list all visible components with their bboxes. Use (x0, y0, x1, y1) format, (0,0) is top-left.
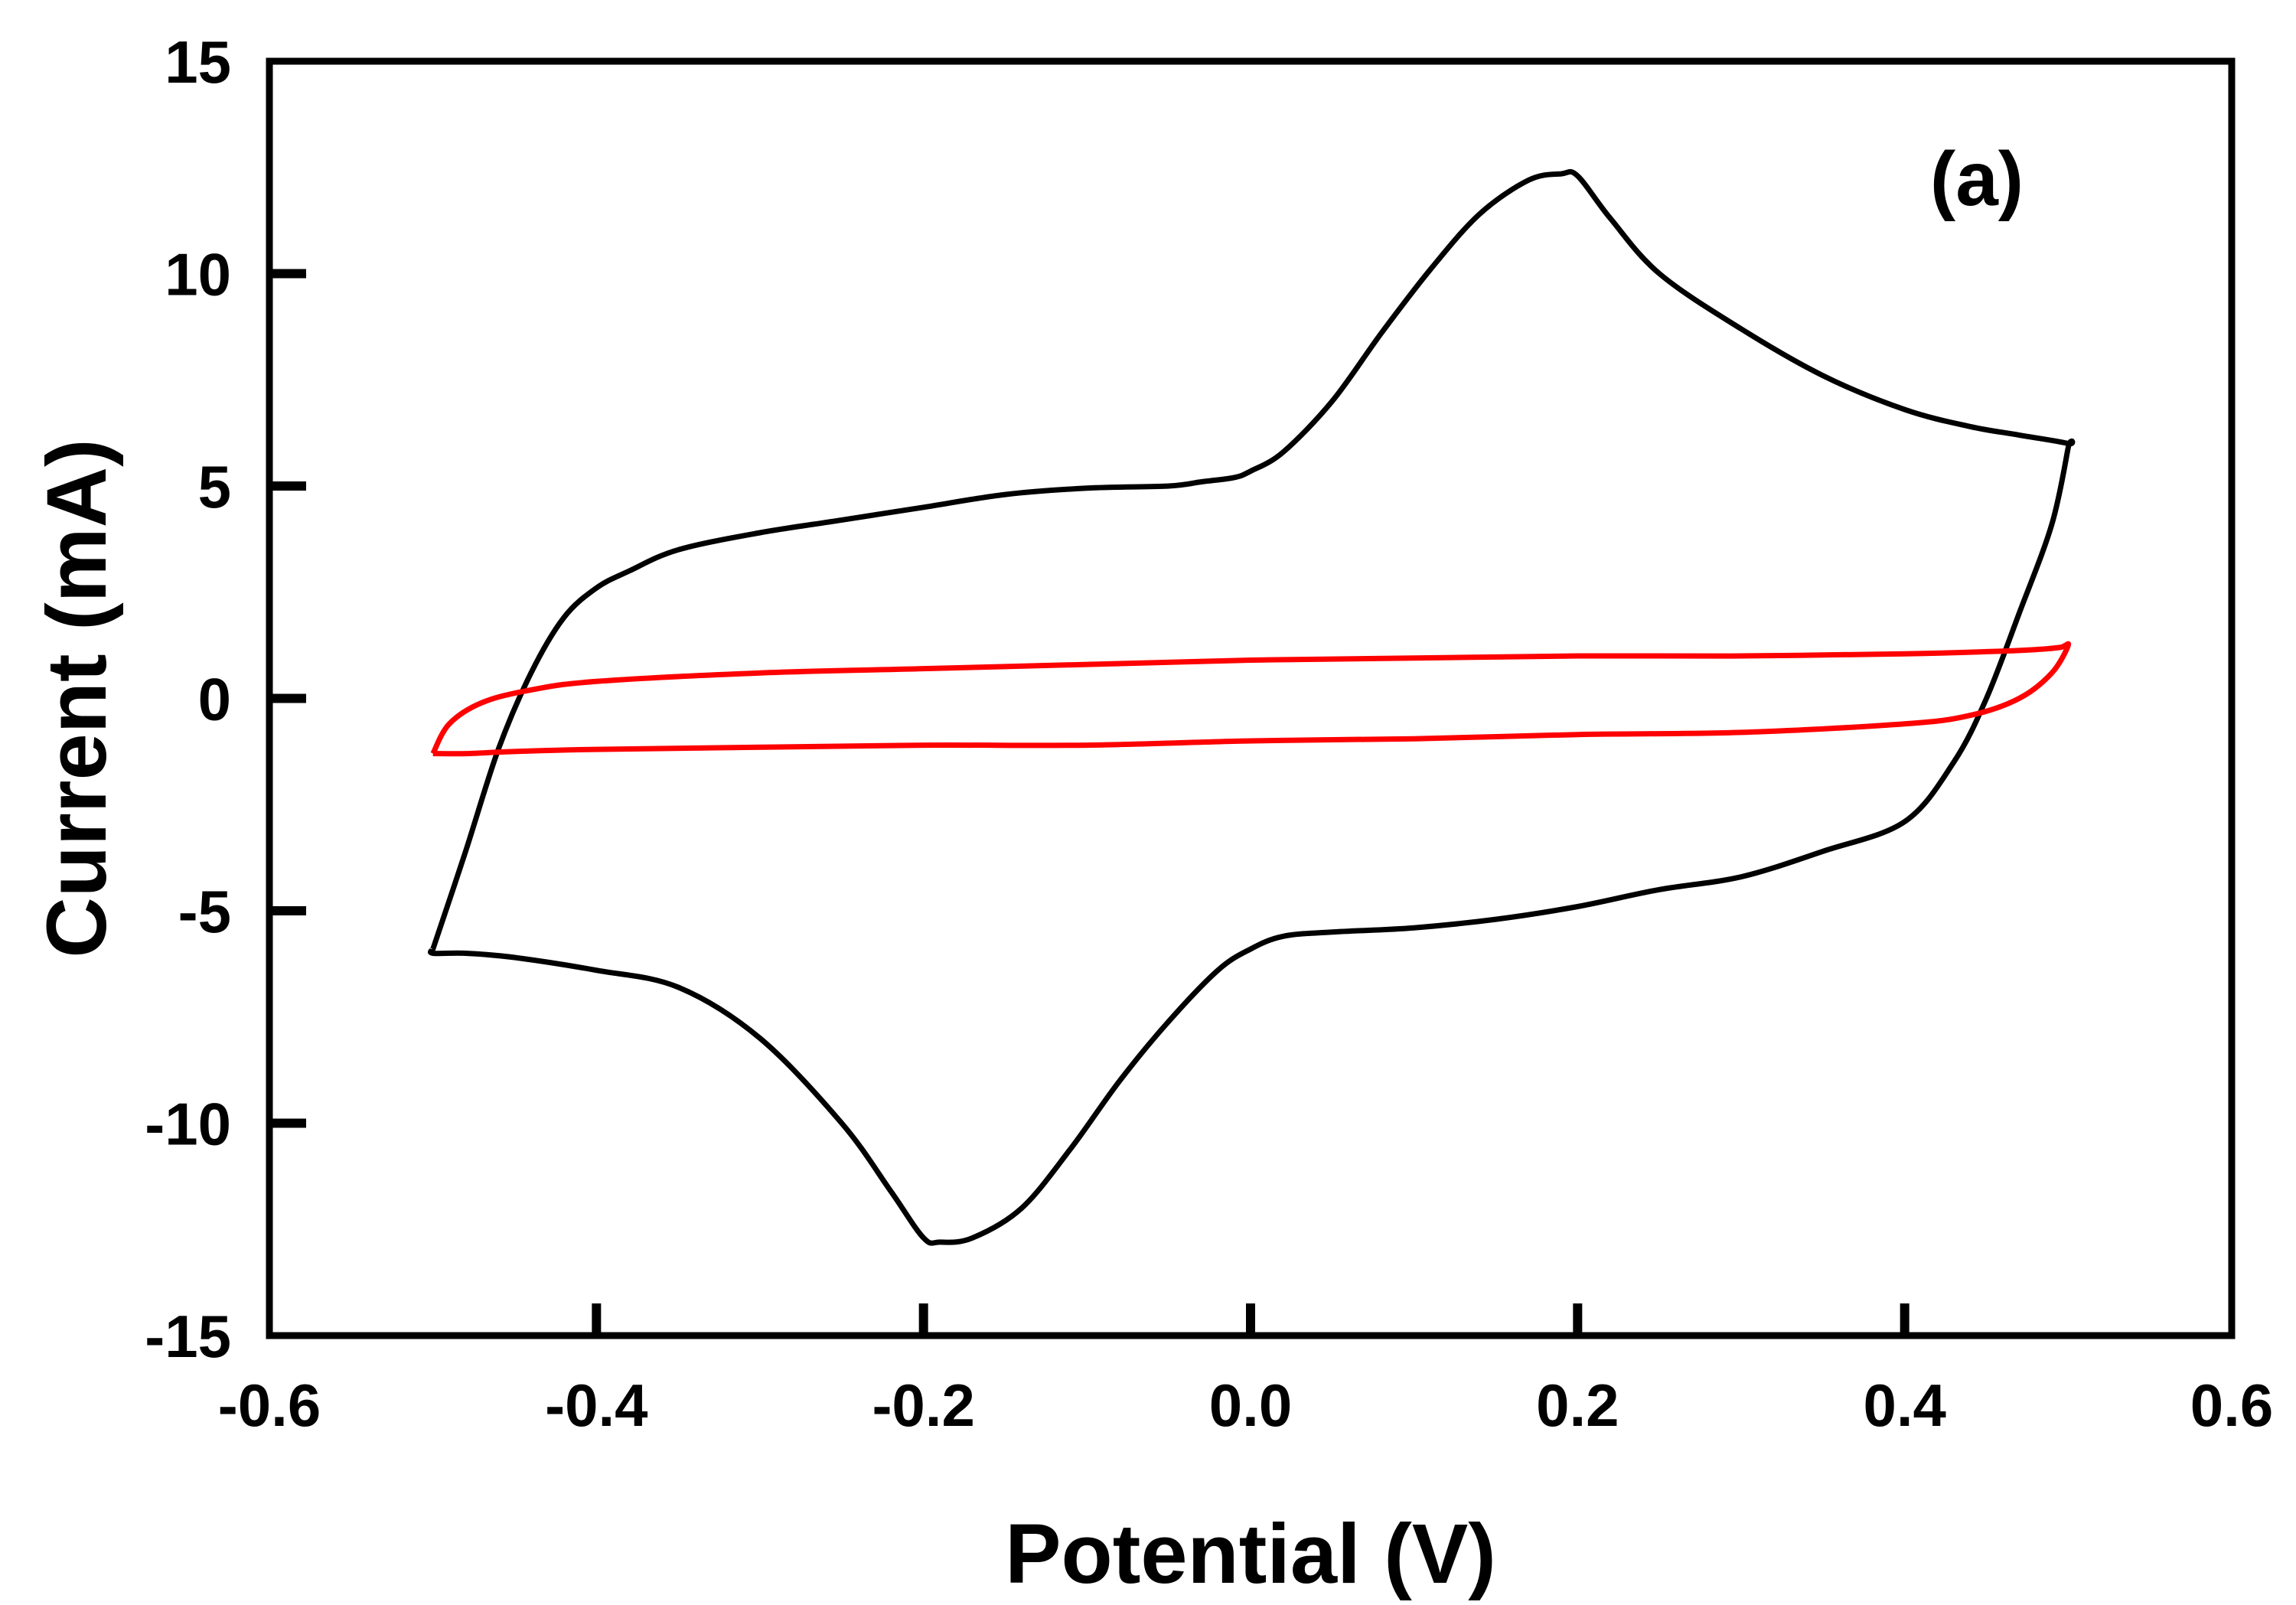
x-tick-label: 0.2 (1536, 1372, 1619, 1439)
y-axis-title: Current (mA) (30, 439, 124, 957)
x-tick-label: 0.4 (1863, 1372, 1945, 1439)
ticks-layer: -0.6 -0.4 -0.2 0.0 0.2 0.4 0.6 -15 -10 -5 0 5 10 15 (145, 28, 2273, 1439)
x-tick-label: -0.4 (545, 1372, 647, 1439)
y-tick-label: -5 (178, 878, 231, 945)
plot-frame (266, 57, 2236, 1339)
curves-layer (428, 168, 2076, 1246)
x-tick-label: 0.6 (2190, 1372, 2273, 1439)
y-tick-label: 15 (165, 28, 231, 96)
y-tick-label: 5 (198, 453, 231, 520)
red-cv-curve (430, 641, 2072, 757)
panel-label: (a) (1930, 136, 2024, 222)
black-cv-curve (428, 168, 2076, 1246)
y-tick-label: -15 (145, 1303, 231, 1370)
x-tick-label: -0.6 (218, 1372, 321, 1439)
x-tick-label: -0.2 (872, 1372, 974, 1439)
y-tick-label: 0 (198, 666, 231, 733)
x-tick-label: 0.0 (1209, 1372, 1292, 1439)
y-tick-label: 10 (165, 241, 231, 308)
x-axis-title: Potential (V) (1005, 1507, 1496, 1601)
y-tick-label: -10 (145, 1091, 231, 1158)
